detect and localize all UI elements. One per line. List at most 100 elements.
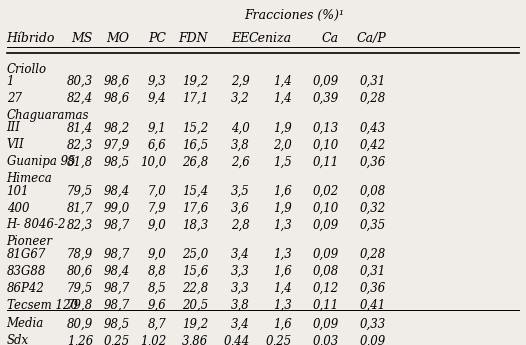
- Text: 98,7: 98,7: [103, 282, 129, 295]
- Text: 0,33: 0,33: [360, 317, 386, 331]
- Text: 0,44: 0,44: [224, 334, 250, 345]
- Text: 98,6: 98,6: [103, 92, 129, 105]
- Text: H- 8046-2: H- 8046-2: [7, 218, 66, 231]
- Text: VII: VII: [7, 138, 24, 151]
- Text: 83G88: 83G88: [7, 265, 46, 278]
- Text: 18,3: 18,3: [182, 218, 208, 231]
- Text: Ca/P: Ca/P: [356, 32, 386, 45]
- Text: 9,0: 9,0: [147, 248, 166, 261]
- Text: 0,36: 0,36: [360, 155, 386, 168]
- Text: 0,09: 0,09: [312, 218, 339, 231]
- Text: MS: MS: [72, 32, 93, 45]
- Text: 7,0: 7,0: [147, 185, 166, 198]
- Text: 9,3: 9,3: [147, 75, 166, 88]
- Text: 0,35: 0,35: [360, 218, 386, 231]
- Text: 99,0: 99,0: [103, 201, 129, 215]
- Text: 98,5: 98,5: [103, 155, 129, 168]
- Text: 81,8: 81,8: [67, 155, 93, 168]
- Text: 0,25: 0,25: [103, 334, 129, 345]
- Text: 0,10: 0,10: [312, 138, 339, 151]
- Text: 2,6: 2,6: [231, 155, 250, 168]
- Text: 10,0: 10,0: [140, 155, 166, 168]
- Text: 2,9: 2,9: [231, 75, 250, 88]
- Text: 80,3: 80,3: [67, 75, 93, 88]
- Text: 98,7: 98,7: [103, 299, 129, 312]
- Text: 98,7: 98,7: [103, 248, 129, 261]
- Text: 0,09: 0,09: [312, 317, 339, 331]
- Text: 15,6: 15,6: [182, 265, 208, 278]
- Text: 4,0: 4,0: [231, 121, 250, 134]
- Text: 86P42: 86P42: [7, 282, 45, 295]
- Text: Tecsem 120: Tecsem 120: [7, 299, 78, 312]
- Text: 98,7: 98,7: [103, 218, 129, 231]
- Text: 78,9: 78,9: [67, 248, 93, 261]
- Text: 0,25: 0,25: [266, 334, 292, 345]
- Text: 2,8: 2,8: [231, 218, 250, 231]
- Text: 8,8: 8,8: [147, 265, 166, 278]
- Text: 20,5: 20,5: [182, 299, 208, 312]
- Text: 0,36: 0,36: [360, 282, 386, 295]
- Text: 15,4: 15,4: [182, 185, 208, 198]
- Text: 0,41: 0,41: [360, 299, 386, 312]
- Text: 0,12: 0,12: [312, 282, 339, 295]
- Text: Chaguaramas: Chaguaramas: [7, 109, 89, 122]
- Text: 3,3: 3,3: [231, 282, 250, 295]
- Text: 1: 1: [7, 75, 14, 88]
- Text: 0,09: 0,09: [360, 334, 386, 345]
- Text: 3,4: 3,4: [231, 248, 250, 261]
- Text: 6,6: 6,6: [147, 138, 166, 151]
- Text: 80,6: 80,6: [67, 265, 93, 278]
- Text: 82,3: 82,3: [67, 218, 93, 231]
- Text: 2,0: 2,0: [273, 138, 292, 151]
- Text: 98,4: 98,4: [103, 265, 129, 278]
- Text: 101: 101: [7, 185, 29, 198]
- Text: 7,9: 7,9: [147, 201, 166, 215]
- Text: 3,86: 3,86: [182, 334, 208, 345]
- Text: 1,4: 1,4: [273, 282, 292, 295]
- Text: 1,3: 1,3: [273, 248, 292, 261]
- Text: 0,09: 0,09: [312, 75, 339, 88]
- Text: 81,7: 81,7: [67, 201, 93, 215]
- Text: 1,9: 1,9: [273, 121, 292, 134]
- Text: 0,08: 0,08: [360, 185, 386, 198]
- Text: 79,5: 79,5: [67, 185, 93, 198]
- Text: 0,39: 0,39: [312, 92, 339, 105]
- Text: 9,1: 9,1: [147, 121, 166, 134]
- Text: 8,5: 8,5: [147, 282, 166, 295]
- Text: 3,6: 3,6: [231, 201, 250, 215]
- Text: 400: 400: [7, 201, 29, 215]
- Text: 9,6: 9,6: [147, 299, 166, 312]
- Text: 3,5: 3,5: [231, 185, 250, 198]
- Text: 1,4: 1,4: [273, 75, 292, 88]
- Text: 82,4: 82,4: [67, 92, 93, 105]
- Text: 0,43: 0,43: [360, 121, 386, 134]
- Text: 9,4: 9,4: [147, 92, 166, 105]
- Text: 26,8: 26,8: [182, 155, 208, 168]
- Text: 17,6: 17,6: [182, 201, 208, 215]
- Text: 0,28: 0,28: [360, 92, 386, 105]
- Text: 0,31: 0,31: [360, 265, 386, 278]
- Text: 80,9: 80,9: [67, 317, 93, 331]
- Text: 0,02: 0,02: [312, 185, 339, 198]
- Text: 0,09: 0,09: [312, 248, 339, 261]
- Text: 79,8: 79,8: [67, 299, 93, 312]
- Text: 1,5: 1,5: [273, 155, 292, 168]
- Text: 16,5: 16,5: [182, 138, 208, 151]
- Text: 25,0: 25,0: [182, 248, 208, 261]
- Text: Media: Media: [7, 317, 44, 331]
- Text: 98,6: 98,6: [103, 75, 129, 88]
- Text: 8,7: 8,7: [147, 317, 166, 331]
- Text: 1,9: 1,9: [273, 201, 292, 215]
- Text: 1,02: 1,02: [140, 334, 166, 345]
- Text: 3,3: 3,3: [231, 265, 250, 278]
- Text: 1,6: 1,6: [273, 265, 292, 278]
- Text: 0,03: 0,03: [312, 334, 339, 345]
- Text: Himeca: Himeca: [7, 172, 53, 185]
- Text: 1,6: 1,6: [273, 185, 292, 198]
- Text: 3,8: 3,8: [231, 138, 250, 151]
- Text: 19,2: 19,2: [182, 317, 208, 331]
- Text: Criollo: Criollo: [7, 63, 47, 76]
- Text: 1,3: 1,3: [273, 218, 292, 231]
- Text: 98,5: 98,5: [103, 317, 129, 331]
- Text: 1,3: 1,3: [273, 299, 292, 312]
